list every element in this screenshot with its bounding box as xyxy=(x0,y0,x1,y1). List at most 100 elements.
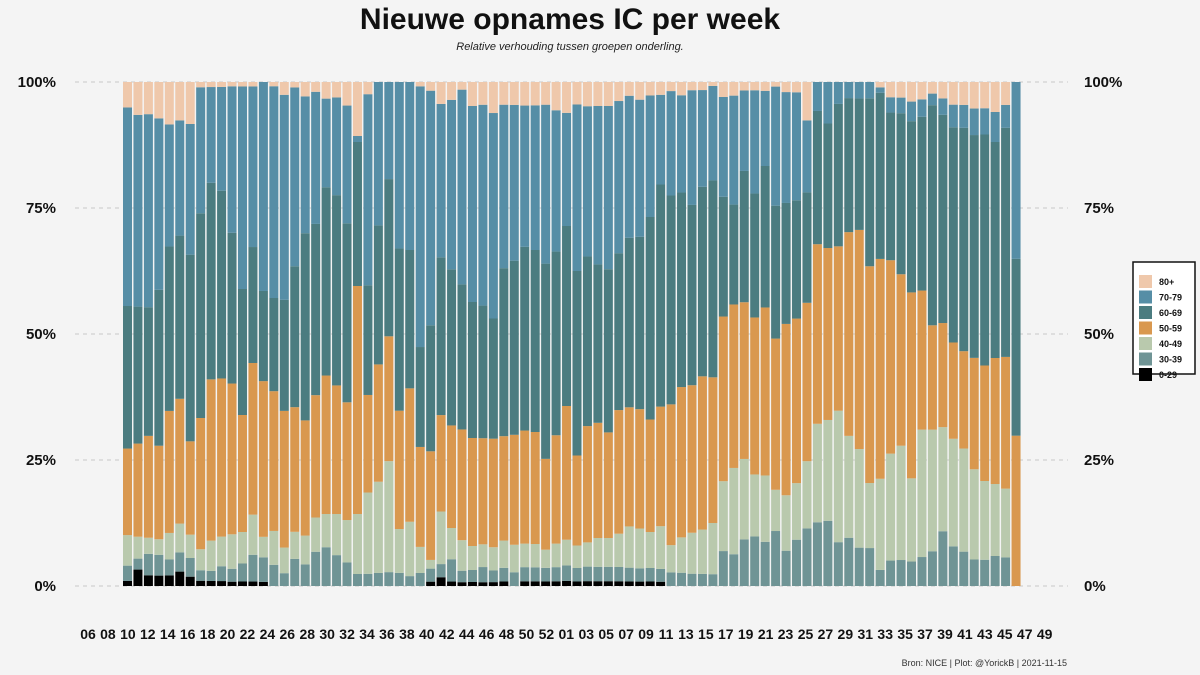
bar-segment-0-29 xyxy=(133,569,143,586)
bar-segment-50-59 xyxy=(394,410,404,530)
bar-segment-50-59 xyxy=(875,258,885,479)
bar-segment-50-59 xyxy=(896,274,906,446)
bar-segment-70-79 xyxy=(603,106,613,270)
x-tick-label: 17 xyxy=(718,626,734,642)
bar-segment-30-39 xyxy=(332,555,342,586)
bar-segment-40-49 xyxy=(792,483,802,540)
bar-segment-50-59 xyxy=(363,394,373,493)
bar-segment-0-29 xyxy=(123,580,132,586)
bar-segment-50-59 xyxy=(279,410,289,548)
bar-segment-0-29 xyxy=(572,581,582,586)
legend-label-30-39: 30-39 xyxy=(1159,355,1182,365)
chart-subtitle: Relative verhouding tussen groepen onder… xyxy=(456,41,684,53)
bar-segment-0-29 xyxy=(436,577,446,586)
bar-segment-50-59 xyxy=(258,381,268,537)
bar-segment-30-39 xyxy=(342,562,352,586)
bar-segment-60-69 xyxy=(530,250,540,432)
bar-segment-30-39 xyxy=(321,547,331,586)
bar-segment-0-29 xyxy=(645,581,655,586)
bar-segment-40-49 xyxy=(959,448,969,552)
bar-segment-70-79 xyxy=(948,104,958,128)
bar-segment-0-29 xyxy=(551,581,561,586)
bar-segment-0-29 xyxy=(467,582,477,586)
y-tick-label-right: 100% xyxy=(1084,74,1122,91)
bar-segment-40-49 xyxy=(802,461,812,529)
bar-segment-30-39 xyxy=(384,572,394,586)
bar-segment-30-39 xyxy=(697,573,707,586)
bar-segment-30-39 xyxy=(154,554,164,576)
chart-caption: Bron: NICE | Plot: @YorickB | 2021-11-15 xyxy=(902,658,1067,668)
x-tick-label: 15 xyxy=(698,626,714,642)
bar-segment-80+ xyxy=(582,82,592,107)
bar-segment-40-49 xyxy=(206,540,216,571)
bar-segment-50-59 xyxy=(248,362,258,515)
bar-segment-40-49 xyxy=(478,544,488,568)
bar-segment-60-69 xyxy=(980,134,990,366)
bar-segment-40-49 xyxy=(143,537,153,554)
bar-segment-50-59 xyxy=(352,286,362,514)
bar-segment-50-59 xyxy=(990,358,1000,484)
bar-segment-80+ xyxy=(562,82,572,113)
bar-segment-70-79 xyxy=(1001,104,1011,128)
bar-segment-30-39 xyxy=(886,560,896,586)
x-tick-label: 46 xyxy=(479,626,495,642)
bar-segment-40-49 xyxy=(865,483,875,549)
x-tick-label: 48 xyxy=(499,626,515,642)
bar-segment-60-69 xyxy=(666,195,676,405)
bar-segment-0-29 xyxy=(227,581,237,586)
bar-segment-50-59 xyxy=(541,458,551,550)
bar-segment-0-29 xyxy=(258,581,268,586)
bar-segment-50-59 xyxy=(812,244,822,424)
x-tick-label: 43 xyxy=(977,626,993,642)
x-tick-label: 01 xyxy=(559,626,575,642)
bar-segment-70-79 xyxy=(927,93,937,106)
bar-segment-70-79 xyxy=(321,98,331,188)
bar-segment-40-49 xyxy=(384,461,394,573)
bar-segment-50-59 xyxy=(708,377,718,523)
bar-segment-30-39 xyxy=(603,566,613,582)
bar-segment-30-39 xyxy=(196,570,206,581)
bar-segment-0-29 xyxy=(426,581,436,586)
bar-segment-70-79 xyxy=(572,104,582,271)
bar-segment-40-49 xyxy=(969,469,979,560)
bar-segment-80+ xyxy=(729,82,739,96)
bar-segment-60-69 xyxy=(258,290,268,382)
bar-segment-0-29 xyxy=(499,581,509,586)
bar-segment-80+ xyxy=(447,82,457,100)
bar-segment-70-79 xyxy=(363,94,373,286)
bar-segment-70-79 xyxy=(645,95,655,217)
bar-segment-30-39 xyxy=(478,567,488,583)
bar-segment-40-49 xyxy=(196,549,206,571)
bar-segment-50-59 xyxy=(530,432,540,544)
bar-segment-60-69 xyxy=(217,190,227,379)
bar-segment-60-69 xyxy=(269,298,279,392)
bar-segment-40-49 xyxy=(614,533,624,567)
bar-segment-50-59 xyxy=(624,407,634,527)
bar-segment-30-39 xyxy=(426,568,436,582)
x-tick-label: 39 xyxy=(937,626,953,642)
bar-segment-70-79 xyxy=(677,95,687,193)
bar-segment-50-59 xyxy=(760,307,770,476)
bar-segment-30-39 xyxy=(708,574,718,586)
bar-segment-80+ xyxy=(917,82,927,100)
bar-segment-70-79 xyxy=(269,86,279,299)
bar-segment-50-59 xyxy=(1011,435,1021,586)
bar-segment-80+ xyxy=(300,82,310,97)
bar-segment-80+ xyxy=(948,82,958,105)
bar-segment-40-49 xyxy=(332,514,342,556)
bar-segment-40-49 xyxy=(488,547,498,571)
bar-segment-80+ xyxy=(771,82,781,87)
bar-segment-70-79 xyxy=(582,106,592,257)
bar-segment-80+ xyxy=(760,82,770,91)
bar-segment-50-59 xyxy=(781,323,791,496)
bar-segment-70-79 xyxy=(739,90,749,171)
bar-segment-70-79 xyxy=(342,105,352,224)
bar-segment-30-39 xyxy=(185,558,195,577)
x-tick-label: 16 xyxy=(180,626,196,642)
bar-segment-60-69 xyxy=(311,223,321,396)
bar-segment-40-49 xyxy=(917,429,927,558)
bar-segment-70-79 xyxy=(290,87,300,267)
bar-segment-60-69 xyxy=(562,226,572,406)
bar-segment-40-49 xyxy=(321,514,331,548)
bar-segment-80+ xyxy=(687,82,697,91)
